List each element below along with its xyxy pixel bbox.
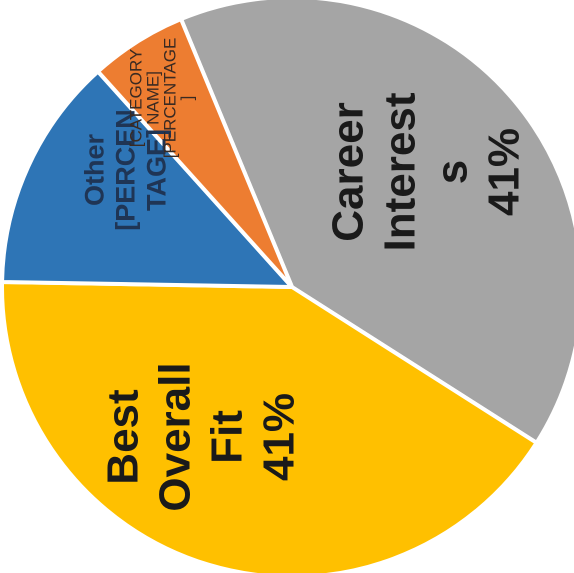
- slice-label-line: Interest: [375, 92, 424, 251]
- slice-label-line: Best: [98, 389, 147, 485]
- slice-label-line: TAGE]: [142, 129, 172, 211]
- pie-slice-1: [179, 0, 574, 445]
- slice-label-line: ]: [177, 96, 196, 101]
- slice-label-2: BestOverallFit41%: [98, 362, 303, 511]
- slice-label-line: s: [427, 160, 476, 184]
- pie-labels: CareerInterests41%BestOverallFit41%Other…: [79, 38, 528, 512]
- slice-label-line: 41%: [479, 128, 528, 216]
- slice-label-line: 41%: [254, 393, 303, 481]
- slice-label-line: [PERCENTAGE: [160, 38, 179, 159]
- slice-label-line: NAME]: [143, 71, 162, 125]
- slice-label-line: Other: [79, 134, 109, 207]
- slice-label-line: Fit: [202, 410, 251, 464]
- slice-label-line: [CATEGORY: [126, 49, 145, 148]
- pie-slice-3: [0, 69, 294, 289]
- slice-label-1: CareerInterests41%: [323, 92, 528, 251]
- pie-slice-2: [0, 279, 539, 573]
- slice-label-line: Overall: [150, 362, 199, 511]
- slice-label-3: Other[PERCENTAGE]: [79, 109, 171, 231]
- slice-label-4: [CATEGORYNAME][PERCENTAGE]: [126, 38, 196, 159]
- slice-label-line: Career: [323, 102, 372, 241]
- pie-slice-4: [95, 17, 294, 289]
- slice-label-line: [PERCEN: [110, 109, 140, 231]
